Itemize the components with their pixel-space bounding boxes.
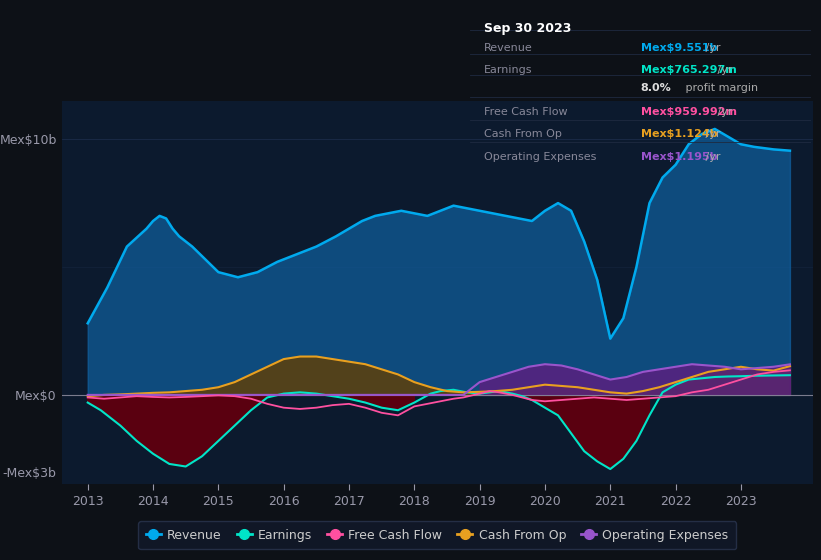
Text: 8.0%: 8.0%: [641, 83, 672, 93]
Text: Free Cash Flow: Free Cash Flow: [484, 107, 567, 117]
Text: Earnings: Earnings: [484, 66, 533, 76]
Text: Mex$9.551b: Mex$9.551b: [641, 43, 718, 53]
Text: Revenue: Revenue: [484, 43, 533, 53]
Text: Mex$765.297m: Mex$765.297m: [641, 66, 736, 76]
Text: profit margin: profit margin: [681, 83, 758, 93]
Text: Sep 30 2023: Sep 30 2023: [484, 22, 571, 35]
Text: /yr: /yr: [714, 107, 733, 117]
Text: /yr: /yr: [714, 66, 733, 76]
Text: /yr: /yr: [702, 43, 721, 53]
Legend: Revenue, Earnings, Free Cash Flow, Cash From Op, Operating Expenses: Revenue, Earnings, Free Cash Flow, Cash …: [138, 521, 736, 549]
Text: Mex$1.124b: Mex$1.124b: [641, 129, 718, 139]
Text: Operating Expenses: Operating Expenses: [484, 152, 596, 162]
Text: Mex$959.992m: Mex$959.992m: [641, 107, 736, 117]
Text: Mex$1.195b: Mex$1.195b: [641, 152, 718, 162]
Text: /yr: /yr: [702, 129, 721, 139]
Text: /yr: /yr: [702, 152, 721, 162]
Text: Cash From Op: Cash From Op: [484, 129, 562, 139]
